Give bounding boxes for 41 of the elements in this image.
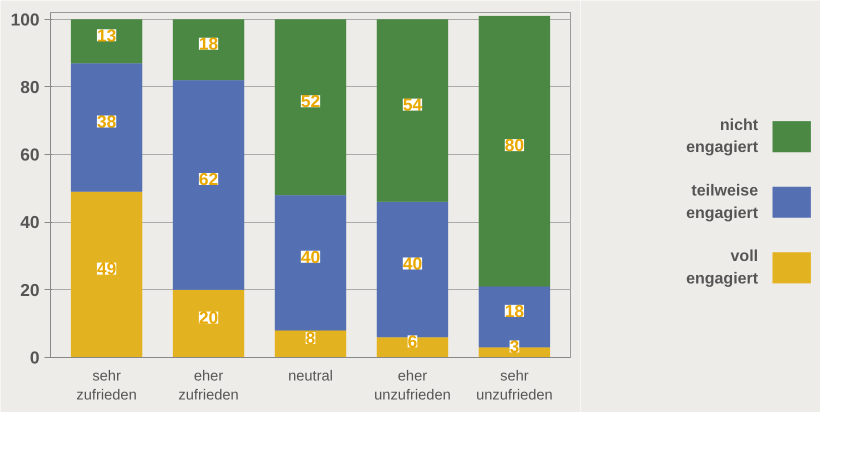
data-label: 80 [504,135,524,156]
data-label: 40 [300,246,320,267]
bar [70,192,142,358]
legend-label: nicht engagiert [686,117,759,156]
bar [478,16,550,286]
bar [70,63,142,192]
y-tick-label: 0 [30,348,40,368]
data-label: 18 [198,34,219,54]
data-label: 54 [402,94,422,115]
legend-label: voll engagiert [686,248,759,288]
x-tick-label: eher unzufrieden [374,368,451,404]
data-label: 49 [96,258,116,279]
y-tick-label: 20 [20,280,40,300]
data-label: 3 [510,336,520,356]
x-tick-label: sehr unzufrieden [476,368,553,404]
data-label: 8 [306,328,316,348]
data-label: 40 [402,254,422,274]
data-label: 62 [198,169,218,189]
bar [172,19,244,80]
x-tick-label: neutral [288,368,333,384]
legend-label: teilweise engagiert [686,182,759,222]
bar [172,290,244,358]
y-tick-label: 100 [10,9,40,30]
y-tick-label: 40 [20,212,40,232]
bar [376,337,448,358]
data-label: 38 [96,112,117,132]
bar [274,195,346,330]
data-label: 18 [504,300,524,321]
bar [376,19,448,202]
bar [274,330,346,358]
data-label: 52 [300,91,320,112]
bar [70,19,142,64]
x-tick-label: eher zufrieden [178,368,239,404]
data-label: 6 [408,331,418,352]
y-tick-label: 60 [20,144,40,165]
y-tick-label: 80 [20,76,40,97]
x-tick-label: sehr zufrieden [76,368,137,404]
bar [172,80,244,290]
bar [274,19,346,196]
data-label: 20 [198,308,218,328]
data-label: 13 [96,25,117,46]
